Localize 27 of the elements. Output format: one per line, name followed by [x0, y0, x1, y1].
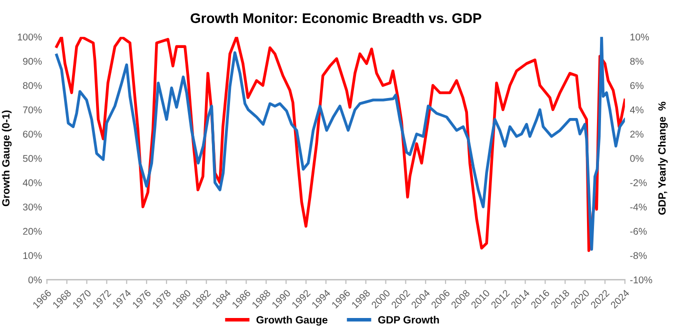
y2-tick-label: -10% — [630, 276, 652, 284]
y2-tick-label: 2% — [630, 130, 644, 138]
y2-tick-label: -8% — [630, 252, 647, 260]
legend-label: GDP Growth — [378, 316, 439, 324]
y2-axis-title: GDP, Yearly Change % — [658, 102, 668, 215]
y-tick-label: 10% — [23, 252, 42, 260]
y2-tick-label: 8% — [630, 58, 644, 65]
y2-tick-label: 4% — [630, 106, 644, 114]
y2-tick-label: -4% — [630, 204, 647, 210]
y2-tick-label: -6% — [630, 228, 647, 235]
y2-tick-label: 6% — [630, 82, 644, 90]
y2-tick-label: 10% — [630, 34, 649, 40]
y-tick-label: 70% — [23, 106, 42, 114]
y-tick-label: 30% — [22, 204, 42, 210]
y-tick-label: 80% — [23, 82, 42, 90]
y-tick-label: 40% — [22, 179, 42, 186]
y-tick-label: 100% — [18, 34, 42, 40]
y-tick-label: 50% — [22, 155, 42, 162]
legend-label: Growth Gauge — [256, 316, 328, 326]
y2-tick-label: -2% — [630, 179, 647, 186]
y-axis-title: Growth Gauge (0-1) — [2, 110, 12, 206]
y-tick-label: 0% — [28, 276, 42, 284]
y-tick-label: 60% — [23, 130, 42, 138]
y2-tick-label: 0% — [630, 155, 644, 162]
chart-title: Growth Monitor: Economic Breadth vs. GDP — [190, 12, 482, 24]
y-tick-label: 90% — [23, 58, 42, 65]
y-tick-label: 20% — [23, 228, 42, 235]
